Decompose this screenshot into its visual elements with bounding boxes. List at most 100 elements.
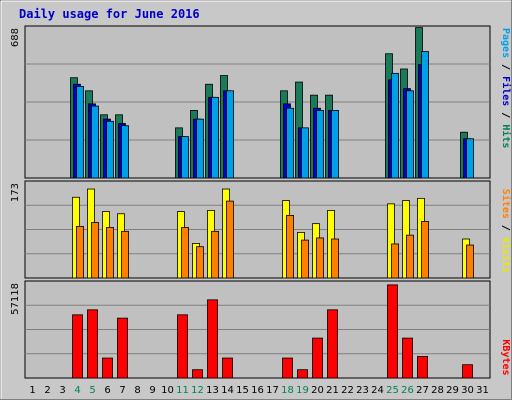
bar-kbytes-day-19 <box>297 369 308 379</box>
x-tick-label: 2 <box>44 385 50 396</box>
legend-entry: / <box>500 58 511 76</box>
bar-sites-day-20 <box>316 237 324 279</box>
x-tick-label: 27 <box>416 385 429 396</box>
bar-sites-day-5 <box>91 222 99 279</box>
chart-panels: 688 Pages / Files / Hits 173 Sites / Visits… <box>10 25 512 379</box>
bar-sites-day-19 <box>301 239 309 279</box>
x-tick-label: 5 <box>89 385 95 396</box>
x-tick-label: 1 <box>29 385 35 396</box>
bar-pages-day-5 <box>91 105 99 179</box>
bar-pages-day-19 <box>301 127 309 179</box>
bar-sites-day-30 <box>466 244 474 279</box>
legend-kbytes: KBytes <box>500 339 511 375</box>
bar-pages-day-11 <box>181 136 189 179</box>
bar-sites-day-25 <box>391 243 399 279</box>
x-tick-label: 10 <box>161 385 174 396</box>
x-tick-label: 7 <box>119 385 125 396</box>
bar-sites-day-7 <box>121 230 129 279</box>
panel-visits-sites: 173 Sites / Visits <box>10 180 512 279</box>
bar-pages-day-21 <box>331 110 339 179</box>
legend-entry: Hits <box>500 124 512 148</box>
bar-pages-day-25 <box>391 72 399 179</box>
bar-sites-day-11 <box>181 227 189 279</box>
bar-sites-day-26 <box>406 234 414 279</box>
legend-entry: Visits <box>500 237 512 273</box>
bar-kbytes-day-11 <box>177 314 188 379</box>
x-tick-label: 8 <box>134 385 140 396</box>
x-tick-label: 18 <box>281 385 294 396</box>
legend-entry: KBytes <box>500 339 511 375</box>
x-tick-label: 30 <box>461 385 474 396</box>
x-axis-day-labels: 1 2 3 4 5 6 7 8 9 10 11 12 13 14 15 16 17 18 19 20 21 22 23 24 2… <box>29 385 489 396</box>
bar-sites-day-13 <box>211 230 219 279</box>
x-tick-label: 11 <box>176 385 189 396</box>
x-tick-label: 4 <box>74 385 80 396</box>
legend-entry: Pages <box>500 28 511 58</box>
bar-kbytes-day-20 <box>312 337 323 379</box>
bar-kbytes-day-5 <box>87 309 98 379</box>
bar-kbytes-day-18 <box>282 357 293 379</box>
bar-kbytes-day-6 <box>102 357 113 379</box>
bar-pages-day-18 <box>286 107 294 179</box>
bar-kbytes-day-26 <box>402 337 413 379</box>
bar-pages-day-14 <box>226 90 234 179</box>
panel-kbytes: 57118 KBytes <box>10 280 511 379</box>
bar-kbytes-day-4 <box>72 314 83 379</box>
x-tick-label: 15 <box>236 385 249 396</box>
legend-entry: Sites <box>500 189 512 219</box>
bar-sites-day-21 <box>331 238 339 279</box>
x-tick-label: 14 <box>221 385 234 396</box>
bar-pages-day-12 <box>196 118 204 179</box>
x-tick-label: 20 <box>311 385 324 396</box>
bar-visits-day-25 <box>387 203 395 279</box>
x-tick-label: 26 <box>401 385 414 396</box>
bar-pages-day-7 <box>121 125 129 179</box>
legend-pages-files-hits: Pages / Files / Hits <box>500 28 512 148</box>
bar-sites-day-6 <box>106 227 114 279</box>
x-tick-label: 31 <box>476 385 489 396</box>
x-tick-label: 13 <box>206 385 219 396</box>
bar-kbytes-day-27 <box>417 355 428 379</box>
x-tick-label: 6 <box>104 385 110 396</box>
bar-sites-day-27 <box>421 221 429 279</box>
legend-entry: / <box>500 106 511 124</box>
bar-kbytes-day-7 <box>117 317 128 379</box>
x-tick-label: 21 <box>326 385 339 396</box>
x-tick-label: 19 <box>296 385 309 396</box>
legend-entry: / <box>500 219 511 237</box>
legend-visits-sites: Sites / Visits <box>500 189 512 273</box>
x-tick-label: 3 <box>59 385 65 396</box>
bar-pages-day-30 <box>466 138 474 179</box>
panel-pages-files-hits: 688 Pages / Files / Hits <box>10 25 512 179</box>
y-axis-max-label: 57118 <box>10 283 21 315</box>
x-tick-label: 23 <box>356 385 369 396</box>
bar-pages-day-20 <box>316 110 324 179</box>
legend-entry: Files <box>500 76 512 106</box>
x-tick-label: 17 <box>266 385 279 396</box>
bar-kbytes-day-25 <box>387 284 398 379</box>
x-tick-label: 22 <box>341 385 354 396</box>
bar-pages-day-27 <box>421 51 429 179</box>
bar-pages-day-4 <box>76 86 84 179</box>
bar-sites-day-14 <box>226 200 234 279</box>
x-tick-label: 24 <box>371 385 384 396</box>
bar-sites-day-12 <box>196 246 204 279</box>
y-axis-max-label: 173 <box>10 183 21 202</box>
bar-pages-day-6 <box>106 120 114 179</box>
bar-kbytes-day-13 <box>207 299 218 379</box>
bar-pages-day-26 <box>406 90 414 179</box>
bar-kbytes-day-14 <box>222 357 233 379</box>
x-tick-label: 9 <box>149 385 155 396</box>
x-tick-label: 16 <box>251 385 264 396</box>
y-axis-max-label: 688 <box>10 28 21 47</box>
x-tick-label: 28 <box>431 385 444 396</box>
bar-kbytes-day-21 <box>327 309 338 379</box>
bar-kbytes-day-12 <box>192 369 203 379</box>
x-tick-label: 25 <box>386 385 399 396</box>
bar-kbytes-day-30 <box>462 364 473 379</box>
bar-pages-day-13 <box>211 96 219 179</box>
bar-sites-day-4 <box>76 225 84 279</box>
x-tick-label: 12 <box>191 385 204 396</box>
x-tick-label: 29 <box>446 385 459 396</box>
